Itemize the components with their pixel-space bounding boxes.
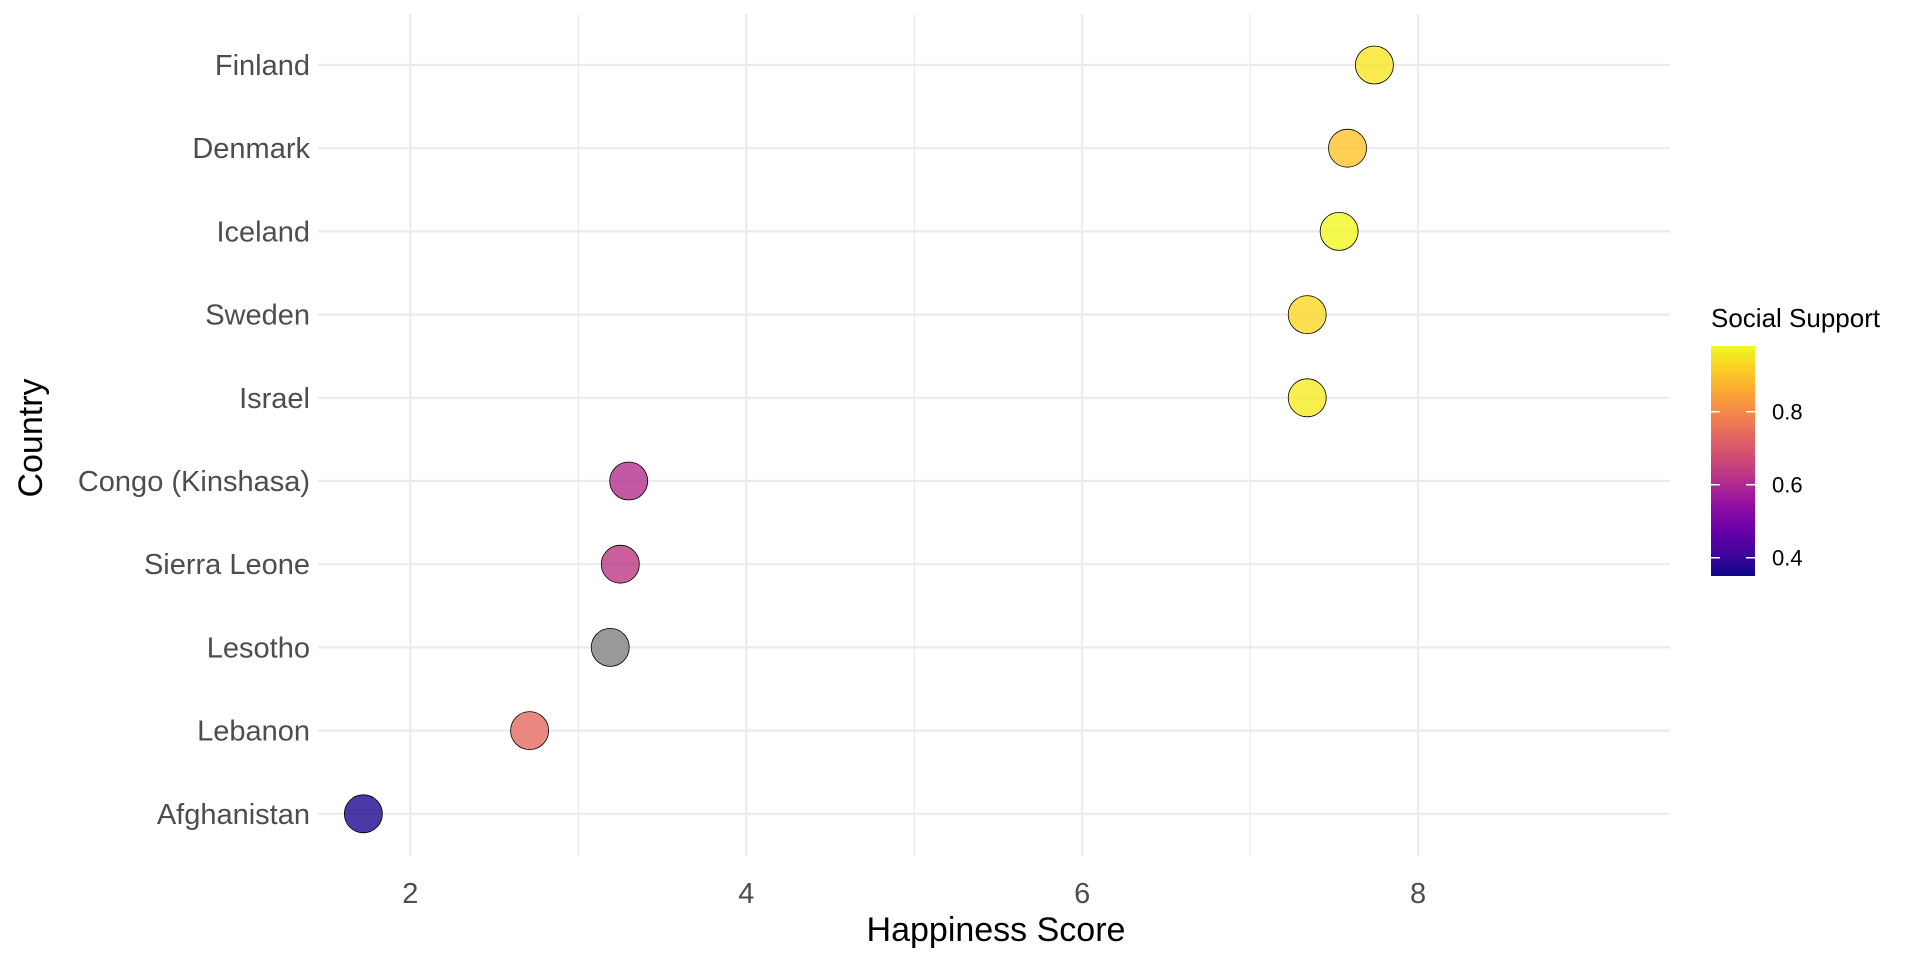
legend-tick-label: 0.4 xyxy=(1772,546,1803,571)
y-tick-label: Lebanon xyxy=(197,716,310,748)
y-tick-label: Sierra Leone xyxy=(144,549,310,581)
data-point xyxy=(1287,295,1327,335)
y-tick-label: Finland xyxy=(215,50,310,82)
x-tick-label: 2 xyxy=(402,878,418,910)
y-tick-label: Iceland xyxy=(216,216,310,248)
y-tick-label: Denmark xyxy=(192,133,310,165)
legend-tick-label: 0.8 xyxy=(1772,400,1803,425)
data-point xyxy=(1319,211,1359,251)
legend-colorbar xyxy=(1711,346,1755,576)
y-tick-label: Lesotho xyxy=(207,632,310,664)
legend-title: Social Support xyxy=(1711,303,1881,333)
x-axis-title: Happiness Score xyxy=(867,911,1126,949)
legend-ticks: 0.4 0.6 0.8 xyxy=(1711,400,1803,571)
y-tick-label: Afghanistan xyxy=(157,799,310,831)
data-point xyxy=(1355,45,1394,85)
data-point xyxy=(600,544,640,584)
grid-layer xyxy=(318,14,1670,856)
y-tick-label: Congo (Kinshasa) xyxy=(78,466,310,498)
x-tick-label: 6 xyxy=(1074,878,1090,910)
legend: Social Support 0.4 0.6 0.8 xyxy=(1711,303,1881,576)
y-tick-label: Israel xyxy=(239,383,310,415)
data-point xyxy=(510,711,550,750)
data-point xyxy=(343,794,383,834)
data-point xyxy=(1287,378,1327,418)
data-point xyxy=(1328,128,1367,168)
legend-tick-label: 0.6 xyxy=(1772,473,1803,498)
y-tick-label: Sweden xyxy=(205,300,310,332)
data-point xyxy=(609,461,649,501)
data-point xyxy=(590,628,630,667)
x-tick-labels: 2 4 6 8 xyxy=(402,878,1426,910)
x-tick-label: 4 xyxy=(738,878,754,910)
y-tick-labels: Afghanistan Lebanon Lesotho Sierra Leone Con… xyxy=(78,50,311,831)
y-axis-title: Country xyxy=(12,378,50,497)
points-layer xyxy=(343,45,1394,834)
x-tick-label: 8 xyxy=(1410,878,1426,910)
